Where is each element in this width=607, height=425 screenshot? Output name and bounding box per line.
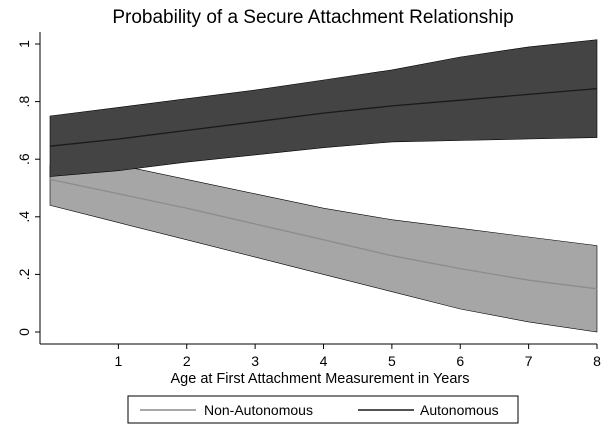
x-tick-label: 6: [456, 353, 464, 369]
y-tick-label: .2: [16, 268, 32, 280]
y-tick-label: 1: [16, 40, 32, 48]
legend: Non-Autonomous Autonomous: [127, 395, 519, 424]
y-axis-ticks: 0 .2 .4 .6 .8 1: [16, 40, 40, 336]
line-non-autonomous: [49, 178, 598, 290]
legend-label-non-autonomous: Non-Autonomous: [204, 402, 313, 418]
y-tick-label: .6: [16, 153, 32, 165]
x-tick-label: 5: [388, 353, 396, 369]
legend-label-autonomous: Autonomous: [420, 402, 499, 418]
x-tick-label: 7: [525, 353, 533, 369]
estimate-lines: [49, 87, 598, 290]
x-axis-ticks: 1 2 3 4 5 6 7 8: [114, 344, 601, 369]
band-non-autonomous: [49, 164, 598, 333]
band-autonomous: [49, 39, 598, 177]
x-tick-label: 8: [593, 353, 601, 369]
y-tick-label: 0: [16, 328, 32, 336]
x-tick-label: 3: [251, 353, 259, 369]
x-tick-label: 2: [183, 353, 191, 369]
chart-title: Probability of a Secure Attachment Relat…: [112, 7, 513, 28]
y-tick-label: .4: [16, 211, 32, 223]
x-tick-label: 1: [114, 353, 122, 369]
line-autonomous: [49, 87, 598, 147]
x-axis-label: Age at First Attachment Measurement in Y…: [170, 371, 469, 387]
confidence-bands: [49, 39, 598, 333]
y-tick-label: .8: [16, 96, 32, 108]
axes: [39, 32, 597, 345]
x-tick-label: 4: [320, 353, 328, 369]
